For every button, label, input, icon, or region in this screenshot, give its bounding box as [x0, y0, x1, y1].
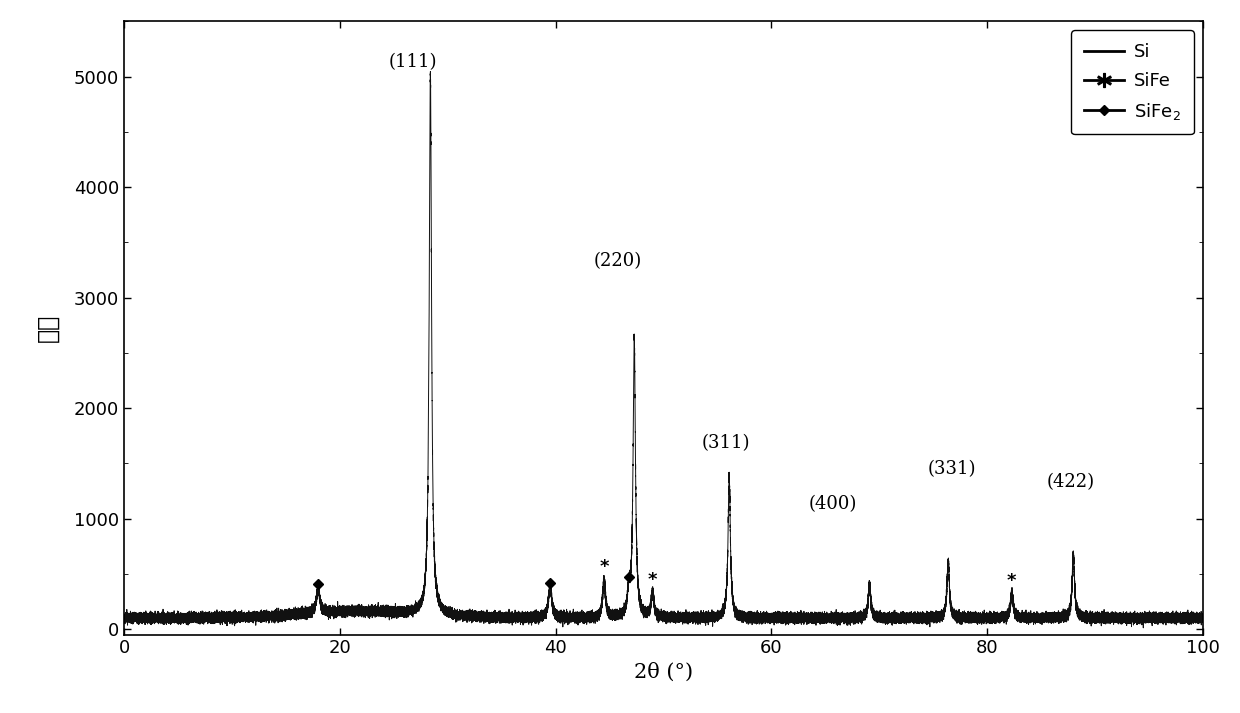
Text: *: * [599, 558, 609, 576]
Y-axis label: 强度: 强度 [36, 314, 60, 342]
Legend: Si, SiFe, SiFe$_2$: Si, SiFe, SiFe$_2$ [1071, 31, 1194, 134]
X-axis label: 2θ (°): 2θ (°) [634, 663, 693, 682]
Text: (220): (220) [593, 252, 641, 270]
Text: (111): (111) [388, 53, 436, 71]
Text: (400): (400) [808, 495, 857, 513]
Text: (422): (422) [1047, 473, 1095, 491]
Text: *: * [1007, 572, 1017, 590]
Text: (311): (311) [701, 434, 750, 452]
Text: *: * [647, 571, 657, 590]
Text: (331): (331) [928, 460, 976, 478]
